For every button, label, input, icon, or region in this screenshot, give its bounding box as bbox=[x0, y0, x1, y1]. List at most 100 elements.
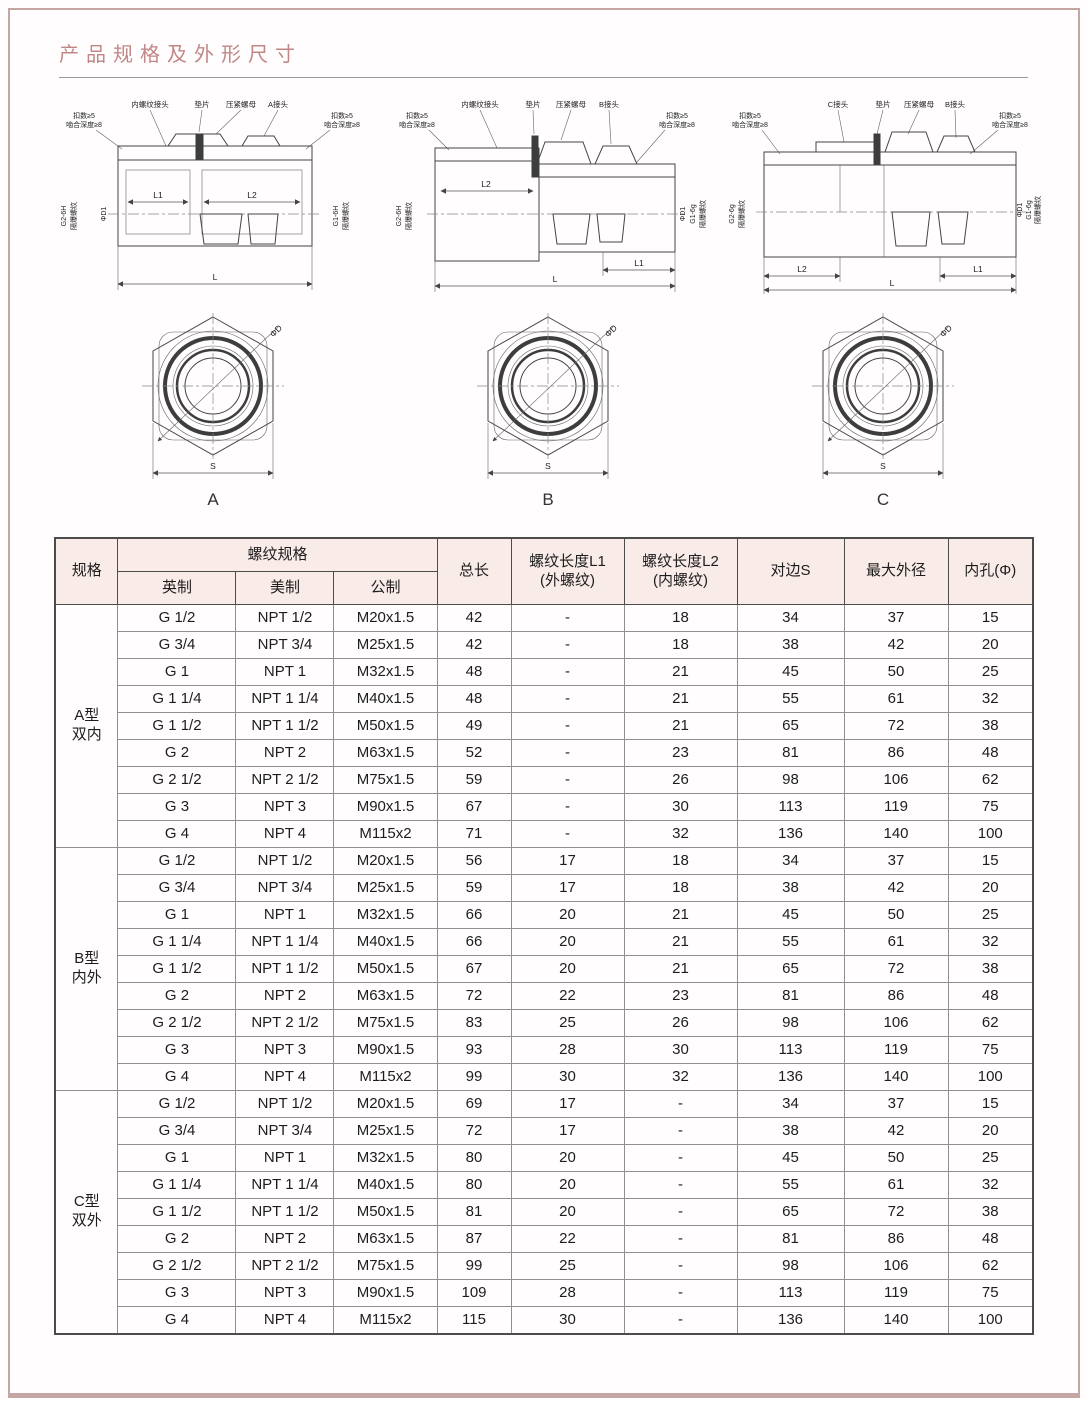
table-row: B型 内外 G 1/2 NPT 1/2 M20x1.5 56 17 18 34 37 15 bbox=[54, 847, 1034, 1091]
table-cell: NPT 1 bbox=[235, 901, 335, 929]
table-cell: - bbox=[623, 1198, 738, 1226]
table-cell: NPT 1 1/4 bbox=[235, 1171, 335, 1199]
table-cell: 140 bbox=[843, 1306, 949, 1335]
group-label: C型 双外 bbox=[54, 1090, 119, 1335]
table-row: G 2 1/2 NPT 2 1/2 M75x1.5 83 25 26 98 106 62 bbox=[55, 1009, 1034, 1037]
table-row: G 1 1/2 NPT 1 1/2 M50x1.5 49-21 65 72 38 bbox=[55, 712, 1034, 740]
table-cell: 32 bbox=[623, 820, 738, 848]
label-gasket: 垫片 bbox=[195, 99, 210, 109]
header-metric: 公制 bbox=[333, 571, 438, 605]
table-cell: M25x1.5 bbox=[333, 631, 438, 659]
table-cell: 115 bbox=[436, 1306, 512, 1335]
table-cell: G 2 1/2 bbox=[117, 1252, 237, 1280]
table-cell: M115x2 bbox=[333, 820, 438, 848]
table-cell: 42 bbox=[843, 874, 949, 902]
table-cell: 42 bbox=[843, 631, 949, 659]
table-cell: 136 bbox=[736, 1306, 845, 1335]
table-cell: 42 bbox=[436, 631, 512, 659]
table-cell: NPT 1/2 bbox=[235, 604, 335, 632]
table-cell: 37 bbox=[843, 1090, 949, 1118]
table-cell: G 3 bbox=[117, 1279, 237, 1307]
table-cell: 20 bbox=[510, 1171, 625, 1199]
table-cell: M90x1.5 bbox=[333, 1036, 438, 1064]
table-cell: 20 bbox=[947, 1117, 1034, 1145]
label-compression-nut: 压紧螺母 bbox=[226, 99, 256, 109]
table-cell: 100 bbox=[947, 820, 1034, 848]
table-cell: G 1 1/2 bbox=[117, 712, 237, 740]
table-cell: 20 bbox=[510, 1198, 625, 1226]
table-cell: 32 bbox=[947, 928, 1034, 956]
table-cell: G 1 1/2 bbox=[117, 955, 237, 983]
table-cell: 87 bbox=[436, 1225, 512, 1253]
table-cell: NPT 2 bbox=[235, 739, 335, 767]
hex-dia-label: ΦD bbox=[938, 323, 954, 339]
table-cell: G 4 bbox=[117, 1063, 237, 1091]
note-right-line2: 啮合深度≥8 bbox=[659, 120, 695, 129]
table-cell: 71 bbox=[436, 820, 512, 848]
table-cell: 25 bbox=[947, 901, 1034, 929]
table-cell: G 1 bbox=[117, 1144, 237, 1172]
table-cell: - bbox=[623, 1252, 738, 1280]
page-title: 产品规格及外形尺寸 bbox=[59, 44, 302, 66]
table-cell: 18 bbox=[623, 604, 738, 632]
table-cell: 62 bbox=[947, 1009, 1034, 1037]
table-cell: 80 bbox=[436, 1171, 512, 1199]
table-cell: - bbox=[623, 1117, 738, 1145]
label-female-connector: 内螺纹接头 bbox=[461, 99, 499, 109]
table-row: G 1 1/4 NPT 1 1/4 M40x1.5 66 20 21 55 61 32 bbox=[55, 928, 1034, 956]
note-left-line2: 啮合深度≥8 bbox=[399, 120, 435, 129]
table-cell: 49 bbox=[436, 712, 512, 740]
table-cell: M75x1.5 bbox=[333, 766, 438, 794]
table-cell: 75 bbox=[947, 793, 1034, 821]
table-row: G 3 NPT 3 M90x1.5 67-30 113 119 75 bbox=[55, 793, 1034, 821]
table-row: G 3/4 NPT 3/4 M25x1.5 59 17 18 38 42 20 bbox=[55, 874, 1034, 902]
table-row: G 1 NPT 1 M32x1.5 48-21 45 50 25 bbox=[55, 658, 1034, 686]
group-label: A型 双内 bbox=[54, 604, 119, 848]
table-cell: 18 bbox=[623, 874, 738, 902]
label-b-connector: B接头 bbox=[945, 99, 966, 109]
table-cell: M20x1.5 bbox=[333, 604, 438, 632]
table-cell: - bbox=[510, 793, 625, 821]
table-cell: M63x1.5 bbox=[333, 1225, 438, 1253]
table-cell: NPT 2 1/2 bbox=[235, 1009, 335, 1037]
table-cell: NPT 1 1/2 bbox=[235, 1198, 335, 1226]
table-cell: 59 bbox=[436, 874, 512, 902]
hex-s-label: S bbox=[210, 461, 216, 471]
thread-right-name: 隔爆螺纹 bbox=[341, 202, 350, 230]
table-cell: M20x1.5 bbox=[333, 1090, 438, 1118]
table-cell: 62 bbox=[947, 1252, 1034, 1280]
dim-l2-label: L2 bbox=[481, 179, 491, 189]
table-row: C型 双外 G 1/2 NPT 1/2 M20x1.5 69 17-34 37 15 bbox=[54, 1090, 1034, 1335]
table-cell: - bbox=[510, 820, 625, 848]
table-cell: - bbox=[510, 685, 625, 713]
label-c-connector: C接头 bbox=[828, 99, 849, 109]
table-row: G 4 NPT 4 M115x2 99 30 32 136 140 100 bbox=[55, 1063, 1034, 1091]
table-cell: 140 bbox=[843, 820, 949, 848]
header-bore: 内孔(Φ) bbox=[947, 537, 1034, 605]
label-gasket: 垫片 bbox=[526, 99, 541, 109]
table-row: G 1 1/2 NPT 1 1/2 M50x1.5 67 20 21 65 72 38 bbox=[55, 955, 1034, 983]
table-row: G 1 1/4 NPT 1 1/4 M40x1.5 48-21 55 61 32 bbox=[55, 685, 1034, 713]
table-cell: 21 bbox=[623, 901, 738, 929]
table-cell: G 1 bbox=[117, 658, 237, 686]
thread-left-spec: G2-6H bbox=[61, 206, 68, 227]
table-cell: 65 bbox=[736, 1198, 845, 1226]
table-cell: - bbox=[510, 712, 625, 740]
table-cell: 21 bbox=[623, 685, 738, 713]
note-right-line2: 啮合深度≥8 bbox=[992, 120, 1028, 129]
table-row: G 1 NPT 1 M32x1.5 80 20-45 50 25 bbox=[55, 1144, 1034, 1172]
table-cell: 86 bbox=[843, 1225, 949, 1253]
table-cell: 106 bbox=[843, 1009, 949, 1037]
table-cell: M50x1.5 bbox=[333, 1198, 438, 1226]
table-row: A型 双内 G 1/2 NPT 1/2 M20x1.5 42-18 34 37 15 bbox=[54, 604, 1034, 848]
table-row: G 3/4 NPT 3/4 M25x1.5 42-18 38 42 20 bbox=[55, 631, 1034, 659]
table-cell: 28 bbox=[510, 1279, 625, 1307]
table-cell: NPT 1 1/2 bbox=[235, 712, 335, 740]
header-max-od: 最大外径 bbox=[843, 537, 949, 605]
table-cell: M63x1.5 bbox=[333, 982, 438, 1010]
table-cell: 98 bbox=[736, 766, 845, 794]
view-letter: A bbox=[207, 490, 219, 509]
table-cell: 20 bbox=[510, 955, 625, 983]
drawing-c-hex-view: ΦD S C bbox=[812, 313, 954, 509]
table-cell: G 2 1/2 bbox=[117, 1009, 237, 1037]
